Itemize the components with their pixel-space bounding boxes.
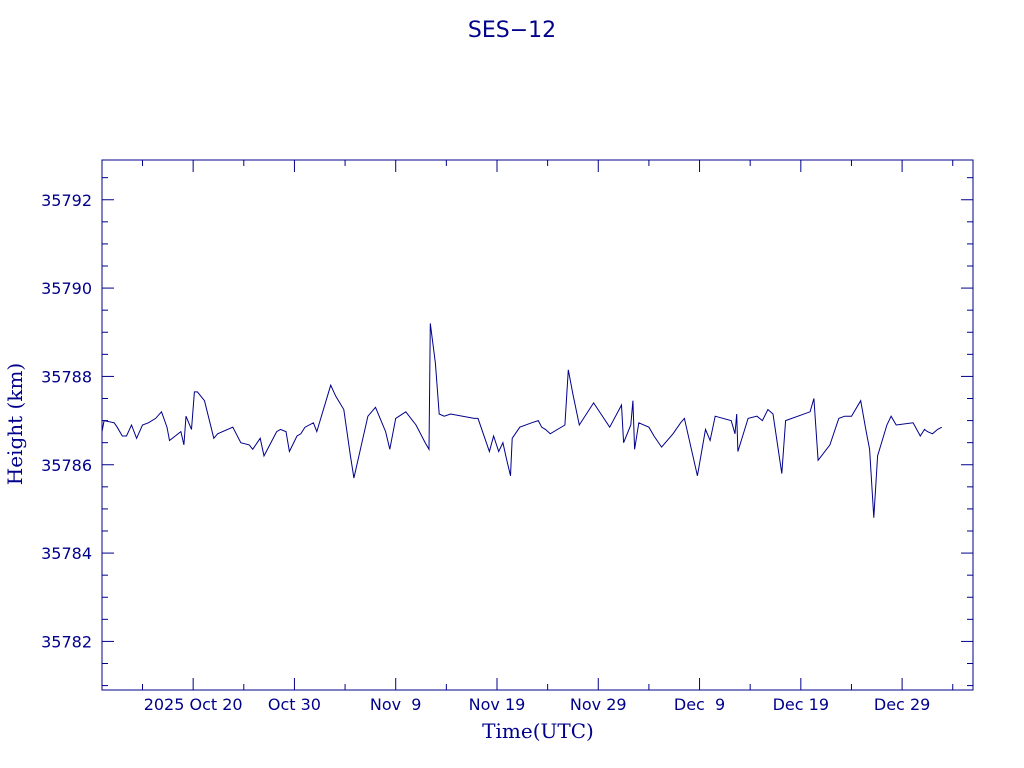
y-tick-label: 35788	[41, 367, 92, 386]
x-tick-label: 2025 Oct 20	[144, 695, 243, 714]
series-line	[101, 323, 943, 518]
y-axis-title: Height (km)	[3, 363, 27, 485]
y-tick-label: 35792	[41, 191, 92, 210]
axis-ticks	[102, 160, 973, 690]
x-tick-label: Dec 9	[674, 695, 725, 714]
y-tick-label: 35782	[41, 632, 92, 651]
y-tick-label: 35784	[41, 544, 92, 563]
y-tick-label: 35790	[41, 279, 92, 298]
x-tick-labels: 2025 Oct 20 Oct 30 Nov 9 Nov 19 Nov 29 Dec 9 D…	[144, 695, 931, 714]
x-tick-label: Nov 19	[469, 695, 526, 714]
x-tick-label: Dec 29	[874, 695, 930, 714]
x-tick-label: Oct 30	[268, 695, 321, 714]
y-tick-labels: 35782 35784 35786 35788 35790 35792	[41, 191, 92, 652]
chart-title: SES−12	[468, 18, 556, 43]
x-tick-label: Nov 29	[570, 695, 627, 714]
x-axis-title: Time(UTC)	[482, 719, 594, 743]
y-tick-label: 35786	[41, 456, 92, 475]
x-tick-label: Dec 19	[773, 695, 829, 714]
plot-frame	[101, 159, 974, 691]
x-tick-label: Nov 9	[370, 695, 422, 714]
